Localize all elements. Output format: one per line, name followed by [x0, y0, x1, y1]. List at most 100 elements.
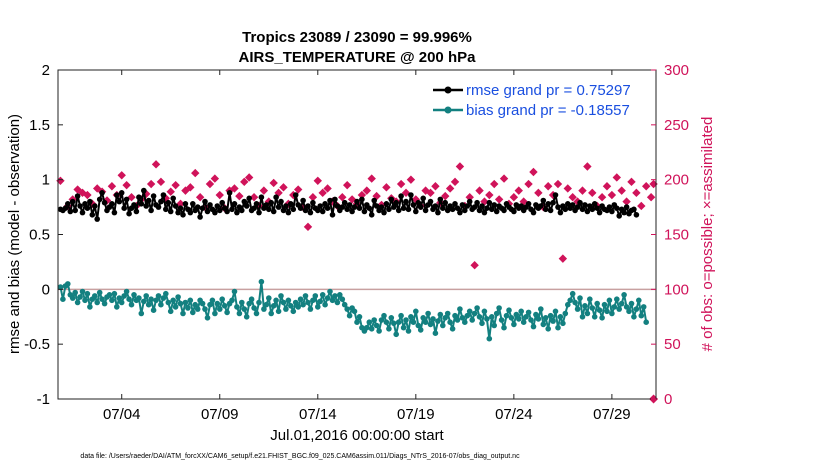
bias-point — [190, 309, 196, 316]
bias-point — [501, 324, 507, 331]
bias-point — [204, 315, 211, 321]
rmse-point — [283, 203, 289, 209]
bias-point — [373, 322, 380, 329]
bias-point — [633, 306, 640, 312]
bias-point — [339, 296, 346, 303]
rmse-point — [217, 207, 223, 214]
rmse-point — [180, 212, 186, 218]
obs-assimilated-point — [181, 186, 190, 195]
rmse-point — [481, 209, 488, 216]
obs-assimilated-point — [205, 179, 215, 189]
obs-assimilated-point — [279, 183, 288, 192]
rmse-point — [405, 206, 412, 213]
bias-point — [601, 301, 608, 308]
bias-point — [170, 297, 176, 304]
rmse-point — [489, 206, 495, 213]
bias-point — [469, 317, 476, 323]
bias-point — [437, 311, 444, 318]
rmse-point — [464, 203, 471, 209]
bias-point — [435, 318, 441, 324]
bias-point — [476, 314, 483, 320]
x-axis-label: Jul.01,2016 00:00:00 start — [270, 427, 444, 444]
right-tick-label: 300 — [664, 62, 689, 79]
bias-point — [217, 306, 223, 312]
bias-point — [307, 306, 314, 312]
bias-point — [599, 315, 605, 321]
rmse-point — [341, 199, 348, 206]
obs-assimilated-point — [338, 193, 347, 202]
bias-point — [577, 295, 583, 301]
rmse-point — [486, 199, 493, 206]
obs-assimilated-point — [450, 177, 460, 187]
rmse-point — [408, 192, 414, 198]
bias-point — [111, 290, 118, 297]
bias-point — [594, 300, 600, 307]
bias-point — [239, 299, 245, 306]
bias-point — [552, 308, 559, 315]
rmse-point — [381, 209, 387, 216]
bias-point — [523, 314, 529, 320]
bias-point — [136, 295, 142, 301]
legend: rmse grand pr = 0.75297 bias grand pr = … — [428, 76, 652, 122]
bias-point — [415, 322, 422, 329]
rmse-point — [391, 204, 397, 210]
rmse-point — [143, 203, 149, 209]
bias-point — [131, 292, 137, 298]
bias-point — [503, 312, 510, 319]
rmse-point — [511, 208, 517, 215]
bias-point — [579, 314, 586, 320]
rmse-point — [442, 199, 449, 206]
obs-assimilated-point — [244, 173, 254, 182]
bias-point — [160, 295, 167, 301]
obs-assimilated-point — [93, 184, 102, 193]
bias-point — [231, 288, 238, 295]
bias-point — [69, 295, 76, 301]
legend-bias-label: bias grand pr = -0.18557 — [466, 102, 630, 119]
bias-point — [297, 296, 304, 303]
right-axis: 0 50 100 150 200 250 300 — [651, 62, 689, 408]
bias-point — [84, 290, 91, 297]
bias-point — [187, 297, 194, 304]
rmse-series — [57, 187, 640, 222]
bias-point — [163, 290, 169, 297]
rmse-point — [241, 198, 248, 205]
obs-assimilated-point — [637, 201, 646, 211]
bias-point — [542, 315, 549, 321]
obs-assimilated-point — [166, 187, 175, 196]
bias-point — [256, 299, 262, 306]
bias-point — [273, 297, 279, 304]
bias-point — [207, 301, 213, 308]
bias-point — [628, 300, 635, 307]
x-tick-label: 07/19 — [397, 406, 435, 423]
bias-point — [192, 301, 198, 308]
rmse-point — [229, 206, 235, 213]
bias-point — [143, 293, 149, 299]
bias-point — [266, 295, 272, 301]
obs-assimilated-point — [107, 182, 117, 191]
obs-assimilated-point — [475, 186, 484, 195]
obs-assimilated-point — [641, 182, 651, 191]
obs-assimilated-point — [431, 182, 440, 191]
bias-point — [518, 308, 524, 315]
bias-point — [611, 304, 618, 310]
rmse-point — [319, 208, 326, 215]
bias-point — [614, 296, 620, 303]
rmse-point — [87, 198, 93, 205]
obs-assimilated-point — [186, 183, 195, 192]
bias-point — [155, 293, 162, 299]
bias-point — [643, 319, 649, 326]
rmse-point — [187, 209, 194, 216]
rmse-point — [118, 190, 125, 196]
rmse-point — [398, 193, 404, 199]
rmse-point — [437, 196, 444, 203]
rmse-point — [476, 207, 483, 214]
rmse-point — [555, 204, 561, 210]
bias-point — [486, 335, 493, 342]
bias-point — [263, 301, 270, 308]
rmse-point — [449, 206, 456, 213]
bias-point — [386, 326, 392, 332]
bias-point — [150, 307, 157, 314]
obs-assimilated-point — [362, 186, 372, 195]
rmse-point — [530, 209, 537, 216]
obs-assimilated-point — [455, 162, 465, 171]
